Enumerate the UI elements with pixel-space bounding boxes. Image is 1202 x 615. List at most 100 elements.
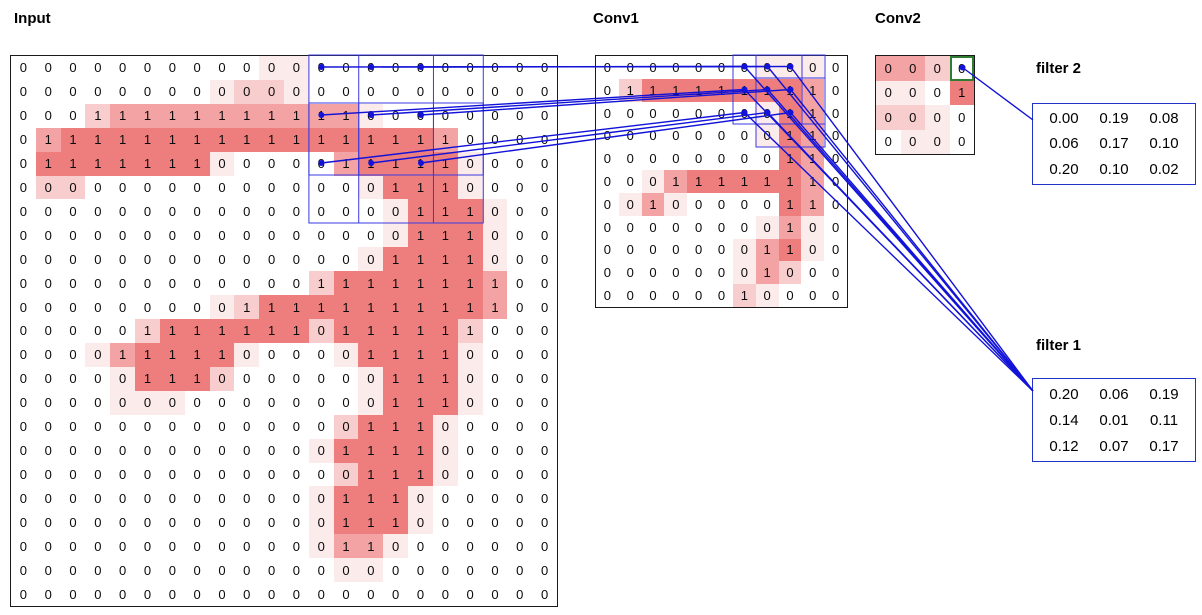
conv1-cell: 0: [649, 288, 657, 304]
conv1-cell: 0: [603, 219, 612, 235]
input-cell: 0: [143, 490, 152, 506]
input-cell: 1: [333, 486, 359, 511]
conv1-cell: 0: [717, 265, 726, 281]
input-cell: 1: [333, 103, 359, 128]
filter2-title: filter 2: [1036, 60, 1082, 77]
conv1-cell: 0: [603, 242, 612, 258]
input-cell: 0: [516, 323, 524, 339]
input-cell: 1: [383, 175, 409, 200]
input-cell: 1: [184, 342, 210, 367]
input-cell: 0: [342, 227, 350, 243]
conv1-cell: 0: [763, 151, 771, 167]
conv1-cell: 0: [717, 219, 726, 235]
input-cell: 1: [408, 223, 433, 248]
input-cell: 0: [267, 562, 276, 578]
input-cell: 1: [259, 103, 284, 128]
input-cell: 0: [308, 438, 334, 463]
input-cell: 0: [367, 60, 375, 76]
input-cell: 1: [383, 414, 409, 439]
conv1-cell: 1: [801, 124, 825, 148]
input-cell: 0: [466, 132, 474, 148]
filter2-weight: 0.20: [1049, 160, 1079, 178]
input-cell: 0: [168, 251, 176, 267]
input-cell: 0: [540, 132, 549, 148]
input-cell: 0: [267, 371, 276, 387]
filter1-weight: 0.19: [1149, 385, 1179, 403]
input-cell: 1: [457, 295, 483, 320]
conv1-cell: 1: [710, 78, 733, 102]
conv2-cell: 0: [876, 105, 901, 130]
conv1-cell: 0: [672, 105, 680, 121]
input-cell: 0: [94, 323, 102, 339]
input-cell: 0: [19, 538, 28, 554]
input-cell: 0: [516, 84, 524, 100]
input-cell: 0: [19, 132, 28, 148]
conv1-cell: 0: [831, 265, 840, 281]
input-cell: 0: [540, 299, 549, 315]
input-cell: 0: [119, 227, 127, 243]
input-cell: 0: [119, 466, 127, 482]
conv1-cell: 0: [649, 105, 657, 121]
input-cell: 0: [69, 347, 77, 363]
input-cell: 0: [44, 227, 52, 243]
conv1-cell: 0: [717, 288, 726, 304]
input-cell: 0: [267, 203, 276, 219]
input-cell: 0: [168, 84, 176, 100]
input-cell: 1: [85, 103, 111, 128]
input-cell: 1: [383, 271, 409, 296]
input-cell: 0: [342, 180, 350, 196]
conv1-cell: 0: [831, 151, 840, 167]
input-cell: 1: [110, 342, 136, 367]
input-cell: 0: [94, 562, 102, 578]
input-cell: 0: [392, 84, 400, 100]
input-cell: 0: [292, 347, 301, 363]
input-cell: 0: [491, 466, 499, 482]
input-cell: 0: [19, 586, 28, 602]
input-cell: 0: [44, 538, 52, 554]
input-cell: 0: [317, 60, 325, 76]
conv1-cell: 0: [740, 105, 748, 121]
input-cell: 0: [135, 390, 160, 415]
input-cell: 0: [342, 203, 350, 219]
input-cell: 0: [540, 203, 549, 219]
input-cell: 0: [94, 371, 102, 387]
conv1-cell: 0: [831, 196, 840, 212]
conv2-cell: 0: [958, 134, 966, 150]
filter1-weight: 0.11: [1149, 411, 1179, 429]
input-cell: 0: [159, 390, 185, 415]
input-cell: 1: [159, 342, 185, 367]
input-cell: 0: [383, 534, 409, 559]
input-cell: 0: [259, 79, 284, 104]
conv1-cell: 1: [687, 78, 711, 102]
input-cell: 1: [408, 295, 433, 320]
input-cell: 0: [193, 466, 201, 482]
conv1-cell: 0: [603, 59, 612, 75]
input-cell: 1: [259, 295, 284, 320]
input-cell: 0: [392, 60, 400, 76]
input-cell: 1: [432, 127, 458, 152]
conv1-cell: 1: [755, 170, 779, 193]
input-cell: 0: [416, 586, 425, 602]
input-cell: 0: [209, 366, 235, 391]
input-cell: 0: [19, 514, 28, 530]
input-cell: 0: [94, 514, 102, 530]
input-cell: 0: [317, 562, 325, 578]
input-cell: 0: [284, 79, 309, 104]
input-cell: 0: [218, 275, 226, 291]
input-cell: 0: [466, 108, 474, 124]
input-cell: 1: [35, 151, 61, 176]
input-cell: 1: [333, 319, 359, 343]
input-cell: 0: [466, 490, 474, 506]
input-cell: 0: [168, 227, 176, 243]
input-cell: 0: [292, 466, 301, 482]
input-cell: 0: [143, 275, 152, 291]
input-cell: 0: [168, 299, 176, 315]
input-cell: 0: [44, 514, 52, 530]
input-cell: 0: [516, 586, 524, 602]
input-cell: 0: [119, 562, 127, 578]
input-cell: 0: [292, 371, 301, 387]
input-cell: 0: [267, 538, 276, 554]
input-cell: 0: [491, 514, 499, 530]
input-cell: 0: [193, 203, 201, 219]
